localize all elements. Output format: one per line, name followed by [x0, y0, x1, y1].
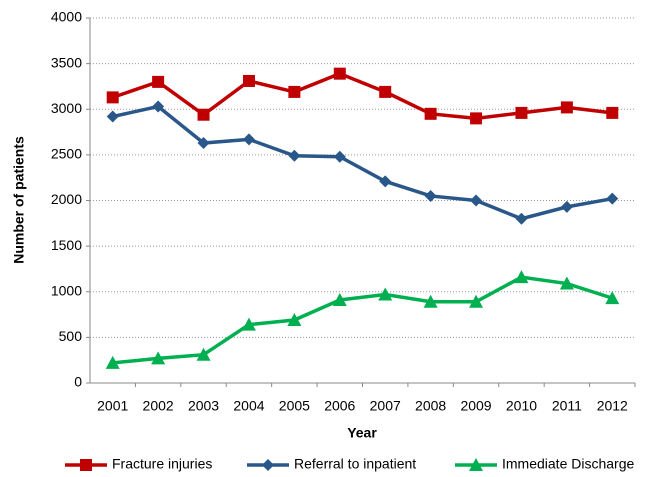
data-point [106, 110, 119, 123]
x-tick-label: 2005 [279, 398, 310, 414]
data-point [514, 270, 529, 284]
series-line [112, 275, 613, 365]
data-point [241, 317, 256, 331]
x-tick-label: 2009 [460, 398, 491, 414]
data-point [332, 292, 347, 306]
data-point [424, 189, 437, 202]
legend-marker [80, 459, 92, 471]
data-point [333, 150, 346, 163]
legend-marker [469, 458, 483, 471]
legend-label: Fracture injuries [112, 456, 212, 472]
y-tick-label: 3000 [51, 100, 82, 116]
data-point [379, 175, 392, 188]
data-point [196, 347, 211, 361]
data-point [288, 85, 301, 98]
data-point [515, 106, 528, 119]
series-line [112, 104, 613, 221]
data-point [423, 294, 438, 308]
data-point [105, 355, 120, 369]
data-point [605, 291, 620, 305]
data-point [470, 194, 483, 207]
data-point [288, 149, 301, 162]
y-tick-label: 1000 [51, 282, 82, 298]
data-point [470, 112, 483, 125]
data-point [560, 101, 573, 114]
data-point [242, 133, 255, 146]
x-tick-label: 2011 [552, 398, 582, 414]
legend-label: Referral to inpatient [294, 456, 416, 472]
y-tick-label: 1500 [51, 237, 82, 253]
data-point [606, 192, 619, 205]
legend-marker [262, 459, 274, 471]
data-point [333, 67, 346, 80]
data-point [152, 100, 165, 113]
data-point [424, 107, 437, 120]
data-point [378, 287, 393, 301]
x-tick-label: 2008 [415, 398, 446, 414]
x-tick-label: 2003 [188, 398, 219, 414]
legend-label: Immediate Discharge [502, 456, 634, 472]
x-tick-label: 2007 [370, 398, 401, 414]
data-point [197, 108, 210, 121]
x-tick-label: 2001 [97, 398, 128, 414]
y-tick-label: 2000 [51, 191, 82, 207]
data-point [106, 91, 119, 104]
y-axis-title: Number of patients [11, 136, 27, 264]
y-tick-label: 4000 [51, 9, 82, 25]
data-point [379, 85, 392, 98]
y-tick-label: 500 [59, 328, 83, 344]
x-tick-label: 2004 [233, 398, 264, 414]
data-point [559, 276, 574, 290]
x-tick-label: 2010 [506, 398, 537, 414]
x-tick-label: 2012 [597, 398, 628, 414]
data-point [560, 200, 573, 213]
data-point [469, 294, 484, 308]
data-point [287, 313, 302, 327]
data-point [152, 75, 165, 88]
x-axis-title: Year [347, 425, 377, 441]
series-line [112, 71, 613, 121]
x-tick-label: 2002 [143, 398, 174, 414]
y-tick-label: 3500 [51, 54, 82, 70]
data-point [515, 212, 528, 225]
y-tick-label: 2500 [51, 146, 82, 162]
x-tick-label: 2006 [324, 398, 355, 414]
data-point [197, 137, 210, 150]
data-point [242, 74, 255, 87]
data-point [151, 351, 166, 365]
y-tick-label: 0 [74, 374, 82, 390]
data-point [606, 106, 619, 119]
